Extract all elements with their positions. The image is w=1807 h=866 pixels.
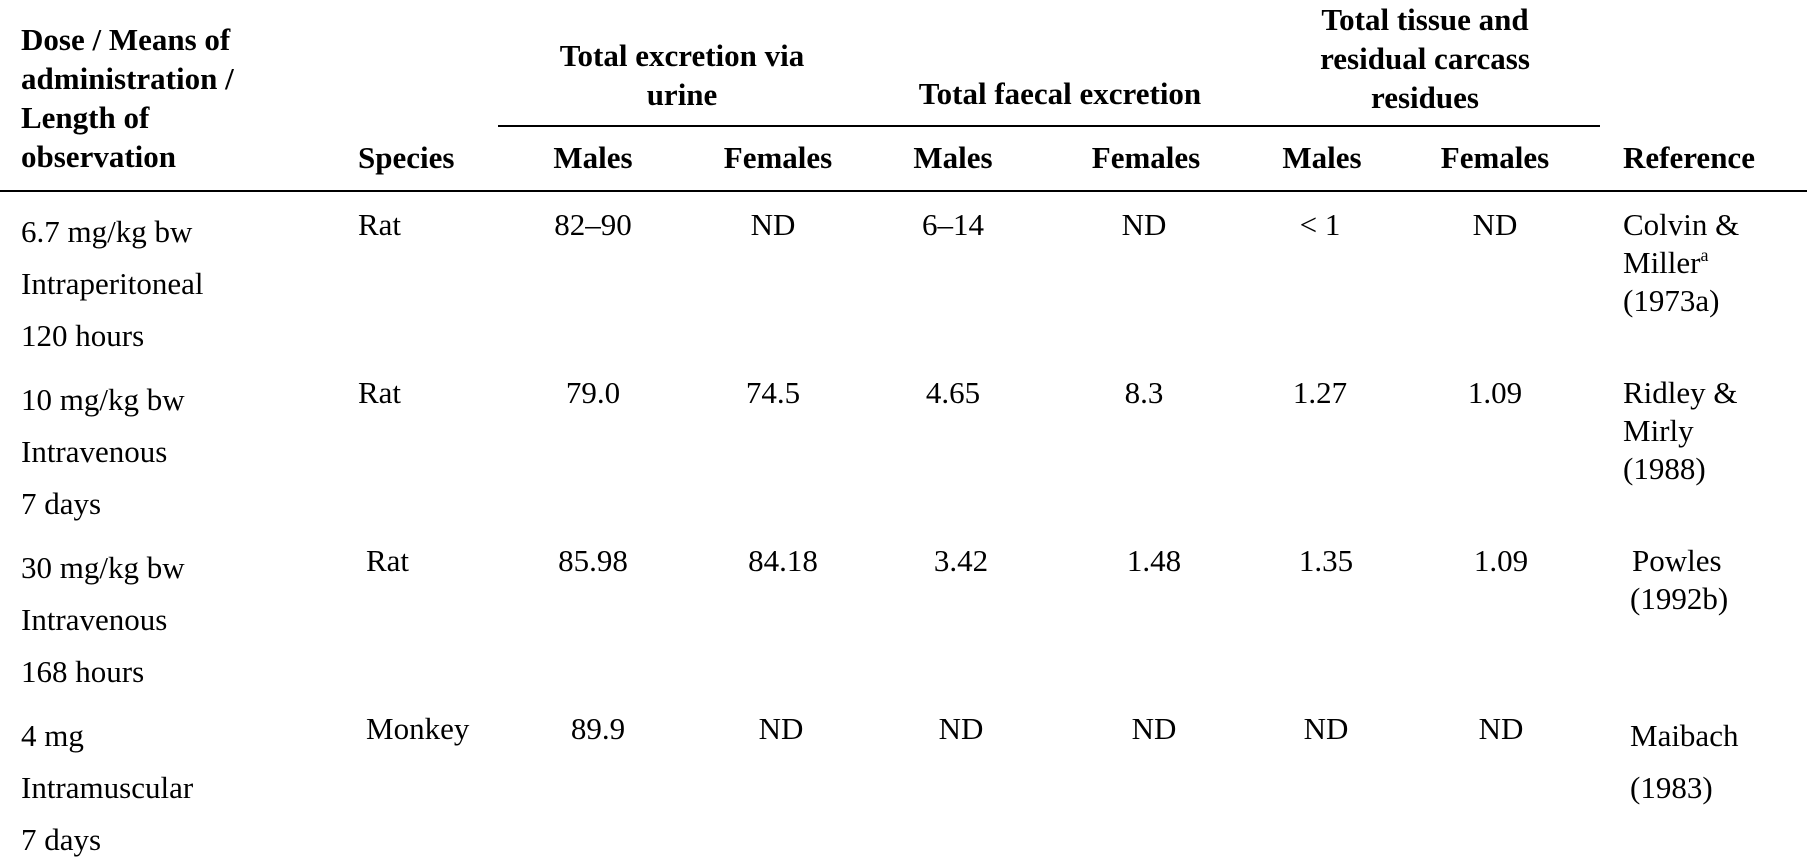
cell-urine-males: 85.98 — [558, 543, 628, 578]
cell-species: Rat — [366, 543, 410, 578]
cell-urine-females: ND — [750, 207, 796, 242]
reference-line: (1988) — [1623, 451, 1706, 486]
header-faecal-males: Males — [913, 140, 993, 175]
cell-faecal-females: ND — [1131, 711, 1177, 746]
cell-tissue-males: 1.35 — [1298, 543, 1354, 578]
header-tissue-group: Total tissue and residual carcass residu… — [1250, 0, 1600, 117]
reference-line: Ridley & — [1623, 375, 1738, 410]
cell-faecal-males: ND — [938, 711, 984, 746]
dose-line: Intravenous — [21, 434, 168, 469]
header-tissue-line: residual carcass — [1320, 41, 1530, 76]
header-tissue-females: Females — [1440, 140, 1550, 175]
cell-tissue-females: 1.09 — [1473, 543, 1529, 578]
dose-line: 120 hours — [21, 318, 145, 353]
cell-species: Rat — [358, 375, 402, 410]
header-dose-line: administration / — [21, 61, 234, 96]
dose-line: Intraperitoneal — [21, 266, 204, 301]
header-urine-females: Females — [723, 140, 833, 175]
header-faecal-females: Females — [1091, 140, 1201, 175]
group-underline — [498, 125, 1600, 127]
cell-urine-males: 89.9 — [570, 711, 626, 746]
header-reference: Reference — [1623, 140, 1755, 175]
cell-faecal-males: 4.65 — [925, 375, 981, 410]
cell-faecal-females: 8.3 — [1124, 375, 1164, 410]
header-urine-males: Males — [553, 140, 633, 175]
dose-line: 7 days — [21, 822, 102, 857]
reference-line: Maibach — [1630, 718, 1739, 753]
cell-dose: 30 mg/kg bw Intravenous 168 hours — [21, 542, 185, 698]
cell-reference: Colvin & Millera (1973a) — [1623, 206, 1739, 320]
header-dose-line: observation — [21, 139, 176, 174]
cell-urine-males: 82–90 — [554, 207, 632, 242]
header-dose-line: Dose / Means of — [21, 22, 231, 57]
reference-line: Powles — [1632, 543, 1722, 578]
cell-dose: 6.7 mg/kg bw Intraperitoneal 120 hours — [21, 206, 203, 362]
reference-line: Millera — [1623, 244, 1739, 282]
reference-author: Miller — [1623, 245, 1701, 280]
dose-line: 6.7 mg/kg bw — [21, 214, 193, 249]
dose-line: 168 hours — [21, 654, 145, 689]
header-faecal-group: Total faecal excretion — [918, 76, 1202, 111]
cell-tissue-females: ND — [1472, 207, 1518, 242]
cell-species: Monkey — [366, 711, 470, 746]
header-tissue-males: Males — [1282, 140, 1362, 175]
dose-line: 10 mg/kg bw — [21, 382, 185, 417]
cell-faecal-females: ND — [1121, 207, 1167, 242]
reference-line: Colvin & — [1623, 207, 1740, 242]
header-dose-column: Dose / Means of administration / Length … — [21, 20, 234, 176]
dose-line: Intravenous — [21, 602, 168, 637]
reference-line: Mirly — [1623, 413, 1694, 448]
cell-faecal-males: 6–14 — [922, 207, 984, 242]
header-species: Species — [358, 140, 455, 175]
header-urine-line: Total excretion via — [559, 38, 805, 73]
header-tissue-line: residues — [1371, 80, 1479, 115]
cell-reference: Powles (1992b) — [1630, 542, 1728, 618]
cell-reference: Maibach (1983) — [1630, 710, 1738, 814]
cell-tissue-males: < 1 — [1299, 207, 1341, 242]
cell-tissue-females: 1.09 — [1467, 375, 1523, 410]
cell-reference: Ridley & Mirly (1988) — [1623, 374, 1738, 488]
cell-dose: 4 mg Intramuscular 7 days — [21, 710, 193, 866]
cell-urine-females: 84.18 — [748, 543, 818, 578]
cell-urine-females: ND — [758, 711, 804, 746]
header-urine-line: urine — [646, 77, 718, 112]
cell-species: Rat — [358, 207, 402, 242]
dose-line: Intramuscular — [21, 770, 194, 805]
cell-urine-females: 74.5 — [745, 375, 801, 410]
cell-tissue-males: 1.27 — [1292, 375, 1348, 410]
header-bottom-rule — [0, 190, 1807, 192]
header-dose-line: Length of — [21, 100, 150, 135]
cell-faecal-males: 3.42 — [933, 543, 989, 578]
reference-line: (1973a) — [1623, 283, 1720, 318]
cell-faecal-females: 1.48 — [1126, 543, 1182, 578]
cell-urine-males: 79.0 — [565, 375, 621, 410]
cell-dose: 10 mg/kg bw Intravenous 7 days — [21, 374, 185, 530]
header-tissue-line: Total tissue and — [1321, 2, 1529, 37]
dose-line: 7 days — [21, 486, 102, 521]
header-urine-group: Total excretion via urine — [498, 36, 866, 114]
reference-line: (1992b) — [1630, 581, 1729, 616]
footnote-marker: a — [1700, 245, 1709, 265]
cell-tissue-males: ND — [1303, 711, 1349, 746]
dose-line: 30 mg/kg bw — [21, 550, 185, 585]
reference-line: (1983) — [1630, 770, 1713, 805]
dose-line: 4 mg — [21, 718, 84, 753]
cell-tissue-females: ND — [1478, 711, 1524, 746]
